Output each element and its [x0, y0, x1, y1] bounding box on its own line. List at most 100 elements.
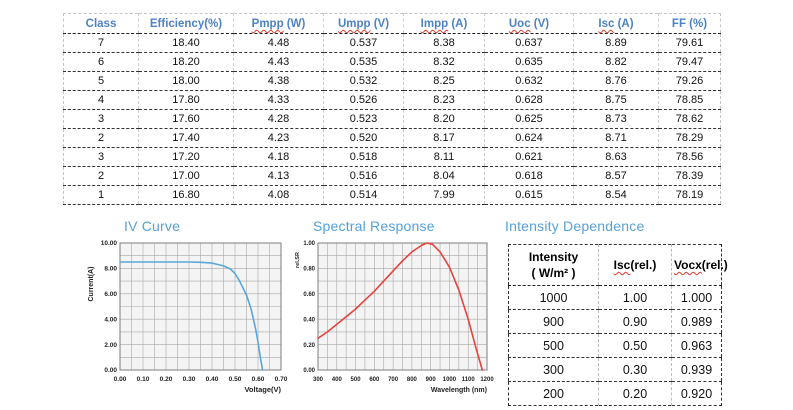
- performance-cell: 4.23: [233, 128, 324, 148]
- intensity-cell: 0.989: [671, 309, 722, 335]
- performance-cell: 4.33: [233, 90, 324, 110]
- x-tick-label: 400: [332, 377, 343, 383]
- performance-table-body: 7 18.40 4.48 0.537 8.38 0.637 8.89 79.61 6 18.20 4…: [63, 33, 721, 205]
- y-tick-label: 0.00: [303, 368, 315, 374]
- performance-cell: 0.523: [323, 109, 404, 129]
- performance-cell: 78.85: [658, 90, 721, 110]
- y-tick-label: 4.00: [104, 316, 117, 323]
- performance-cell: 4.13: [233, 166, 324, 186]
- performance-cell: 17.40: [138, 128, 234, 148]
- x-tick-label: 0.60: [252, 376, 265, 383]
- performance-cell: 6: [63, 52, 139, 72]
- performance-column-header: Class: [63, 13, 139, 34]
- performance-cell: 0.514: [323, 185, 404, 205]
- x-tick-label: 800: [407, 377, 418, 383]
- intensity-table-row: 200 0.20 0.920: [509, 381, 722, 406]
- performance-cell: 8.76: [573, 71, 659, 91]
- y-tick-label: 0.00: [104, 367, 117, 374]
- intensity-cell: 1.00: [598, 285, 672, 311]
- iv-curve-curve: [119, 261, 264, 371]
- performance-table-row: 7 18.40 4.48 0.537 8.38 0.637 8.89 79.61: [63, 33, 721, 53]
- performance-column-header: FF (%): [658, 13, 721, 34]
- intensity-header-row: Intensity( W/m² ) Isc(rel.) Vocx(rel.): [508, 244, 728, 287]
- intensity-table-row: 500 0.50 0.963: [508, 333, 722, 359]
- performance-cell: 79.61: [658, 33, 721, 53]
- intensity-table-head: Intensity( W/m² ) Isc(rel.) Vocx(rel.): [508, 244, 728, 287]
- performance-cell: 4.28: [233, 109, 324, 129]
- performance-column-header: Umpp (V): [323, 13, 404, 34]
- intensity-table-row: 1000 1.00 1.000: [508, 285, 722, 311]
- performance-cell: 8.71: [573, 128, 659, 148]
- performance-cell: 0.618: [484, 166, 574, 186]
- performance-table-row: 4 17.80 4.33 0.526 8.23 0.628 8.75 78.85: [63, 90, 721, 110]
- performance-column-header: Impp (A): [403, 13, 485, 34]
- performance-cell: 78.62: [658, 109, 721, 129]
- performance-cell: 8.25: [403, 71, 485, 91]
- performance-cell: 17.80: [138, 90, 234, 110]
- y-tick-label: 0.80: [303, 267, 315, 273]
- performance-cell: 18.00: [138, 71, 234, 91]
- performance-cell: 79.26: [658, 71, 721, 91]
- performance-cell: 8.20: [403, 109, 485, 129]
- performance-cell: 3: [63, 147, 139, 167]
- iv-curve-chart-container: 0.00 0.10 0.20 0.30 0.40 0.50 0.60 0.70 0.00 2.00…: [83, 240, 288, 410]
- intensity-cell: 500: [508, 333, 599, 359]
- performance-cell: 78.19: [658, 185, 721, 205]
- intensity-table: Intensity( W/m² ) Isc(rel.) Vocx(rel.) 100…: [508, 244, 728, 407]
- spectral-response-heading: Spectral Response: [313, 218, 435, 234]
- performance-column-header: Uoc (V): [484, 13, 574, 34]
- performance-cell: 8.04: [403, 166, 485, 186]
- performance-cell: 8.23: [403, 90, 485, 110]
- y-tick-label: 1.00: [303, 241, 315, 247]
- intensity-cell: 1000: [508, 285, 599, 311]
- intensity-cell: 0.30: [598, 357, 672, 383]
- intensity-cell: 0.20: [598, 381, 672, 406]
- performance-cell: 7: [63, 33, 139, 53]
- performance-cell: 4.38: [233, 71, 324, 91]
- performance-cell: 17.60: [138, 109, 234, 129]
- intensity-cell: 300: [508, 357, 599, 383]
- performance-cell: 1: [63, 185, 139, 205]
- performance-cell: 17.00: [138, 166, 234, 186]
- intensity-cell: 900: [508, 309, 599, 335]
- y-tick-label: 6.00: [104, 291, 117, 298]
- performance-table-row: 3 17.60 4.28 0.523 8.20 0.625 8.73 78.62: [63, 109, 721, 129]
- performance-cell: 2: [63, 166, 139, 186]
- intensity-dependence-heading: Intensity Dependence: [505, 218, 645, 234]
- intensity-column-header: Intensity( W/m² ): [508, 244, 599, 287]
- intensity-column-header: Isc(rel.): [598, 244, 672, 287]
- performance-cell: 8.82: [573, 52, 659, 72]
- y-axis-label: rel.SR: [295, 252, 301, 268]
- y-tick-label: 8.00: [104, 266, 117, 273]
- performance-column-header: Efficiency(%): [138, 13, 234, 34]
- intensity-cell: 0.920: [671, 381, 722, 406]
- performance-cell: 0.637: [484, 33, 574, 53]
- x-tick-label: 1100: [462, 377, 476, 383]
- performance-cell: 8.54: [573, 185, 659, 205]
- performance-cell: 0.628: [484, 90, 574, 110]
- performance-cell: 0.516: [323, 166, 404, 186]
- intensity-cell: 0.50: [598, 333, 672, 359]
- performance-cell: 0.624: [484, 128, 574, 148]
- x-tick-label: 500: [351, 377, 362, 383]
- x-tick-label: 0.30: [183, 376, 196, 383]
- performance-cell: 0.621: [484, 147, 574, 167]
- performance-cell: 8.75: [573, 90, 659, 110]
- performance-cell: 2: [63, 128, 139, 148]
- performance-table-row: 5 18.00 4.38 0.532 8.25 0.632 8.76 79.26: [63, 71, 721, 91]
- intensity-column-header: Vocx(rel.): [671, 244, 728, 287]
- performance-cell: 8.73: [573, 109, 659, 129]
- performance-header-row: Class Efficiency(%) Pmpp (W) Umpp (V) Impp (…: [63, 13, 721, 34]
- performance-table-row: 2 17.40 4.23 0.520 8.17 0.624 8.71 78.29: [63, 128, 721, 148]
- intensity-table-body: 1000 1.00 1.000 900 0.90 0.989 500 0.50 0.963 300…: [508, 285, 722, 406]
- performance-cell: 0.615: [484, 185, 574, 205]
- performance-cell: 79.47: [658, 52, 721, 72]
- performance-table-row: 6 18.20 4.43 0.535 8.32 0.635 8.82 79.47: [63, 52, 721, 72]
- intensity-cell: 0.90: [598, 309, 672, 335]
- iv-curve-chart: 0.00 0.10 0.20 0.30 0.40 0.50 0.60 0.70 0.00 2.00…: [88, 240, 288, 394]
- x-tick-label: 0.50: [229, 376, 242, 383]
- x-tick-label: 0.20: [160, 376, 173, 383]
- x-tick-label: 700: [388, 377, 399, 383]
- x-tick-label: 1200: [480, 377, 494, 383]
- x-tick-label: 600: [369, 377, 380, 383]
